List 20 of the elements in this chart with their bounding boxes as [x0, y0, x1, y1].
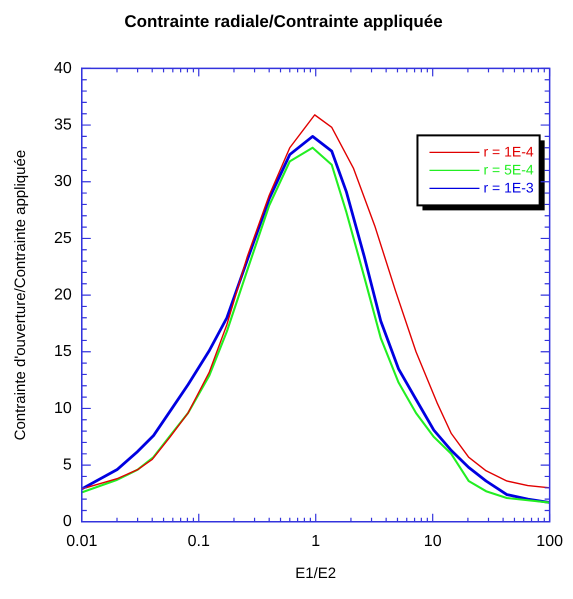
x-tick-label: 1 — [311, 532, 320, 550]
y-tick-label: 0 — [62, 513, 72, 530]
y-tick-label: 20 — [54, 286, 72, 304]
y-axis-title: Contrainte d'ouverture/Contrainte appliquée — [12, 150, 30, 440]
y-tick-label: 5 — [62, 456, 72, 474]
y-tick-label: 25 — [54, 230, 72, 247]
x-tick-label: 100 — [536, 532, 564, 550]
y-tick-label: 40 — [54, 60, 72, 77]
legend-label: r = 5E-4 — [483, 161, 534, 178]
y-tick-label: 15 — [54, 343, 72, 360]
y-tick-label: 30 — [54, 173, 72, 190]
legend-label: r = 1E-4 — [483, 143, 534, 160]
chart-title: Contrainte radiale/Contrainte appliquée — [124, 12, 443, 31]
y-tick-label: 10 — [54, 400, 72, 417]
x-axis-title: E1/E2 — [295, 565, 336, 582]
legend-label: r = 1E-3 — [483, 179, 534, 196]
x-tick-label: 0.01 — [66, 532, 98, 550]
x-tick-label: 10 — [424, 532, 442, 550]
y-tick-label: 35 — [54, 116, 72, 134]
x-tick-label: 0.1 — [188, 532, 210, 550]
